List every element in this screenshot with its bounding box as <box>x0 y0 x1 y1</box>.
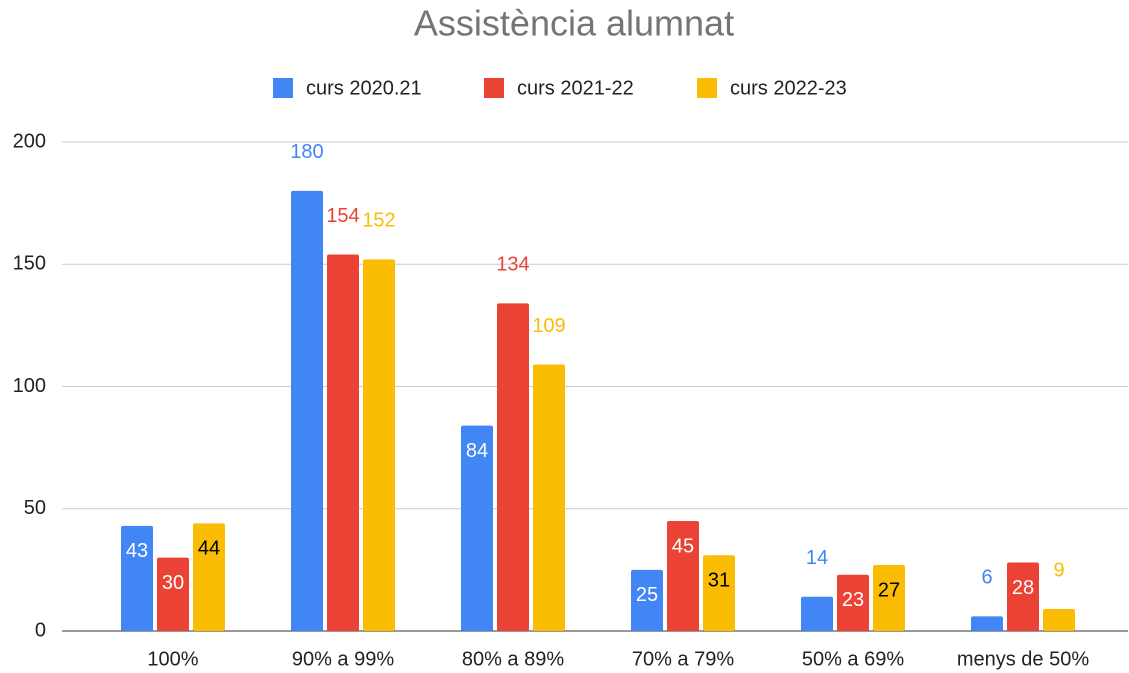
data-label: 45 <box>672 535 694 557</box>
x-tick-label: 50% a 69% <box>802 648 905 670</box>
legend-swatch <box>697 78 717 98</box>
bar <box>631 569 663 631</box>
data-label: 28 <box>1012 577 1034 599</box>
data-label: 14 <box>806 547 828 569</box>
data-label: 30 <box>162 572 184 594</box>
data-label: 31 <box>708 569 730 591</box>
data-label: 84 <box>466 440 488 462</box>
x-tick-label: 100% <box>147 648 198 670</box>
data-label: 152 <box>362 210 395 232</box>
bar <box>1043 608 1075 631</box>
bar <box>1007 562 1039 631</box>
data-label: 109 <box>532 315 565 337</box>
bar <box>497 303 529 631</box>
bar <box>801 596 833 631</box>
bar <box>461 425 493 631</box>
bar <box>971 616 1003 631</box>
bar <box>873 564 905 631</box>
chart-title: Assistència alumnat <box>414 3 734 44</box>
x-tick-label: 80% a 89% <box>462 648 565 670</box>
bar <box>703 555 735 631</box>
legend-label: curs 2020.21 <box>306 77 422 99</box>
bar <box>291 190 323 631</box>
data-label: 9 <box>1053 559 1064 581</box>
data-label: 44 <box>198 538 220 560</box>
data-label: 134 <box>496 254 529 276</box>
data-label: 27 <box>878 579 900 601</box>
data-label: 180 <box>290 141 323 163</box>
bar <box>327 254 359 631</box>
y-tick-label: 100 <box>13 375 46 397</box>
bar <box>533 364 565 631</box>
y-tick-label: 150 <box>13 253 46 275</box>
y-tick-label: 50 <box>24 497 46 519</box>
legend-swatch <box>484 78 504 98</box>
x-tick-label: menys de 50% <box>957 648 1090 670</box>
x-tick-label: 70% a 79% <box>632 648 735 670</box>
bar <box>157 557 189 631</box>
data-label: 25 <box>636 584 658 606</box>
data-label: 6 <box>981 567 992 589</box>
bar <box>667 520 699 631</box>
bar <box>363 259 395 631</box>
bar <box>121 525 153 631</box>
legend-label: curs 2022-23 <box>730 77 847 99</box>
x-tick-label: 90% a 99% <box>292 648 395 670</box>
y-tick-label: 0 <box>35 619 46 641</box>
legend-label: curs 2021-22 <box>517 77 634 99</box>
bar <box>837 574 869 631</box>
data-label: 154 <box>326 205 359 227</box>
data-label: 23 <box>842 589 864 611</box>
data-label: 43 <box>126 540 148 562</box>
y-tick-label: 200 <box>13 130 46 152</box>
legend-swatch <box>273 78 293 98</box>
bar <box>193 523 225 631</box>
